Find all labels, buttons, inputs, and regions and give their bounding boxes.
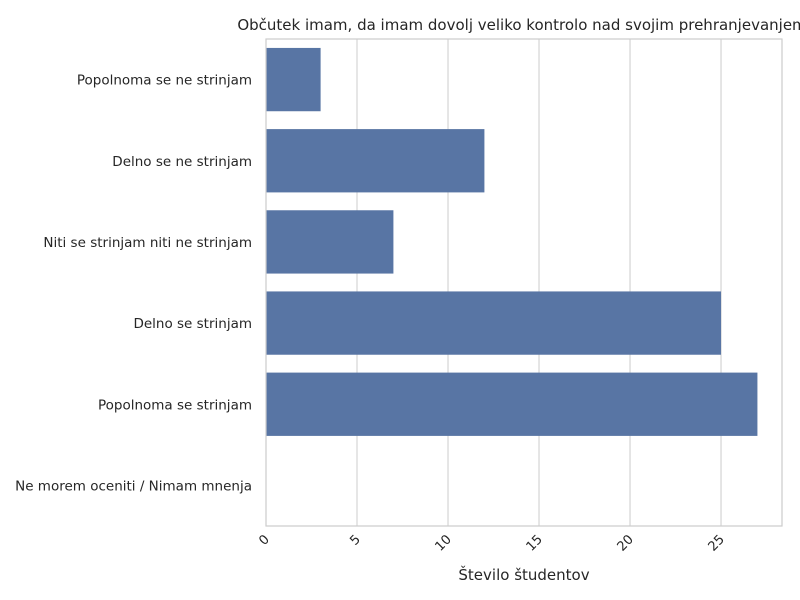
bar-3 <box>266 291 722 355</box>
x-tick-label-15: 15 <box>524 532 546 554</box>
bar-1 <box>266 129 485 193</box>
category-labels: Popolnoma se ne strinjam Delno se ne stri… <box>15 73 252 495</box>
category-label-2: Niti se strinjam niti ne strinjam <box>43 235 252 251</box>
plot-frame <box>265 38 783 527</box>
x-tick-label-10: 10 <box>433 532 455 554</box>
bar-0 <box>266 47 321 112</box>
x-axis-label: Število študentov <box>458 565 589 584</box>
chart-title: Občutek imam, da imam dovolj veliko kont… <box>237 16 800 34</box>
gridlines <box>265 39 722 526</box>
bars <box>266 47 758 436</box>
category-label-5: Ne morem oceniti / Nimam mnenja <box>15 478 252 494</box>
category-label-4: Popolnoma se strinjam <box>98 397 252 413</box>
category-label-1: Delno se ne strinjam <box>112 154 252 170</box>
category-label-0: Popolnoma se ne strinjam <box>77 73 252 89</box>
x-tick-label-5: 5 <box>347 532 363 548</box>
bar-2 <box>266 210 394 274</box>
x-tick-label-20: 20 <box>615 532 637 554</box>
x-tick-label-0: 0 <box>256 532 272 548</box>
x-tick-labels: 0 5 10 15 20 25 <box>256 532 727 554</box>
bar-4 <box>266 372 758 436</box>
category-label-3: Delno se strinjam <box>133 316 252 332</box>
x-tick-label-25: 25 <box>706 532 728 554</box>
